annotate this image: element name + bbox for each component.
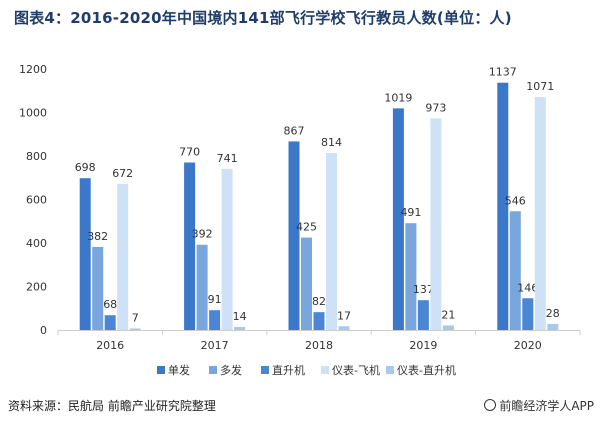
bar: [313, 312, 325, 330]
y-tick-label: 200: [26, 281, 47, 294]
bar-value-label: 382: [87, 230, 108, 243]
bar-value-label: 146: [517, 281, 538, 294]
bar: [209, 310, 221, 330]
bar: [522, 298, 534, 330]
bar: [326, 152, 337, 330]
bar: [405, 223, 417, 330]
legend-swatch: [261, 366, 269, 374]
y-tick-label: 600: [26, 194, 47, 207]
bar-value-label: 770: [179, 146, 200, 159]
bar-series-group: 698 382 68 672 7 770 392 91 741 14 867 425 82 814 17 10…: [75, 66, 560, 331]
legend-swatch: [386, 366, 394, 374]
x-tick-label: 2017: [201, 339, 229, 352]
bar: [392, 108, 404, 331]
bar-value-label: 1137: [489, 66, 517, 79]
legend-label: 单发: [168, 363, 190, 377]
y-tick-label: 400: [26, 237, 47, 250]
source-note: 资料来源：民航局 前瞻产业研究院整理: [8, 399, 216, 413]
bar-value-label: 137: [413, 283, 434, 296]
bar-value-label: 867: [284, 124, 305, 137]
bar-value-label: 82: [312, 295, 326, 308]
bar: [104, 315, 116, 330]
brand-credit: 前瞻经济学人APP: [484, 397, 594, 414]
bar: [338, 326, 350, 330]
bar: [221, 168, 233, 330]
bar-value-label: 68: [103, 298, 117, 311]
legend-label: 直升机: [272, 363, 305, 377]
legend-swatch: [321, 366, 329, 374]
legend-label: 仪表-飞机: [332, 363, 380, 377]
bar-value-label: 28: [546, 307, 560, 320]
bar-value-label: 21: [441, 308, 455, 321]
bar: [184, 162, 196, 330]
bar: [117, 183, 129, 330]
x-tick-label: 2018: [305, 339, 333, 352]
y-tick-label: 1200: [19, 63, 47, 76]
bar-value-label: 546: [505, 194, 526, 207]
legend-label: 多发: [220, 363, 242, 377]
bar: [92, 246, 104, 330]
y-tick-label: 0: [40, 324, 47, 337]
bar-value-label: 91: [208, 293, 222, 306]
bar: [196, 244, 208, 330]
bar-value-label: 14: [233, 310, 247, 323]
bar-value-label: 1019: [384, 91, 412, 104]
legend-label: 仪表-直升机: [397, 363, 456, 377]
bar: [547, 323, 559, 330]
x-tick-label: 2019: [409, 339, 437, 352]
y-tick-label: 800: [26, 150, 47, 163]
x-axis: 2016 2017 2018 2019 2020: [57, 330, 581, 352]
bar: [509, 211, 521, 330]
bar: [301, 237, 312, 330]
bar-value-label: 741: [217, 152, 238, 165]
bar: [129, 328, 141, 330]
bar-value-label: 425: [296, 221, 317, 234]
bar-value-label: 973: [425, 101, 446, 114]
bar-value-label: 814: [321, 136, 342, 149]
brand-logo-icon: [484, 399, 497, 411]
bar-value-label: 698: [75, 161, 96, 174]
chart-title: 图表4：2016-2020年中国境内141部飞行学校飞行教员人数(单位：人): [14, 9, 512, 27]
legend-swatch: [157, 366, 165, 374]
bar: [442, 325, 454, 330]
legend-swatch: [209, 366, 217, 374]
bar: [534, 97, 546, 330]
bar-value-label: 392: [192, 228, 213, 241]
bar-value-label: 491: [400, 206, 421, 219]
bar: [417, 300, 429, 330]
bar-value-label: 1071: [526, 80, 554, 93]
y-tick-label: 1000: [19, 107, 47, 120]
brand-label: 前瞻经济学人APP: [499, 399, 594, 413]
legend: 单发 多发 直升机 仪表-飞机 仪表-直升机: [157, 363, 456, 377]
bar-value-label: 7: [132, 311, 139, 324]
bar-value-label: 672: [112, 167, 133, 180]
bar: [234, 326, 246, 330]
x-tick-label: 2020: [514, 339, 542, 352]
y-axis: 0 200 400 600 800 1000 1200: [19, 63, 47, 337]
bar: [430, 118, 442, 331]
bar-value-label: 17: [337, 309, 351, 322]
bar: [79, 178, 91, 330]
bar: [288, 141, 300, 330]
bar: [497, 82, 509, 330]
x-tick-label: 2016: [96, 339, 124, 352]
